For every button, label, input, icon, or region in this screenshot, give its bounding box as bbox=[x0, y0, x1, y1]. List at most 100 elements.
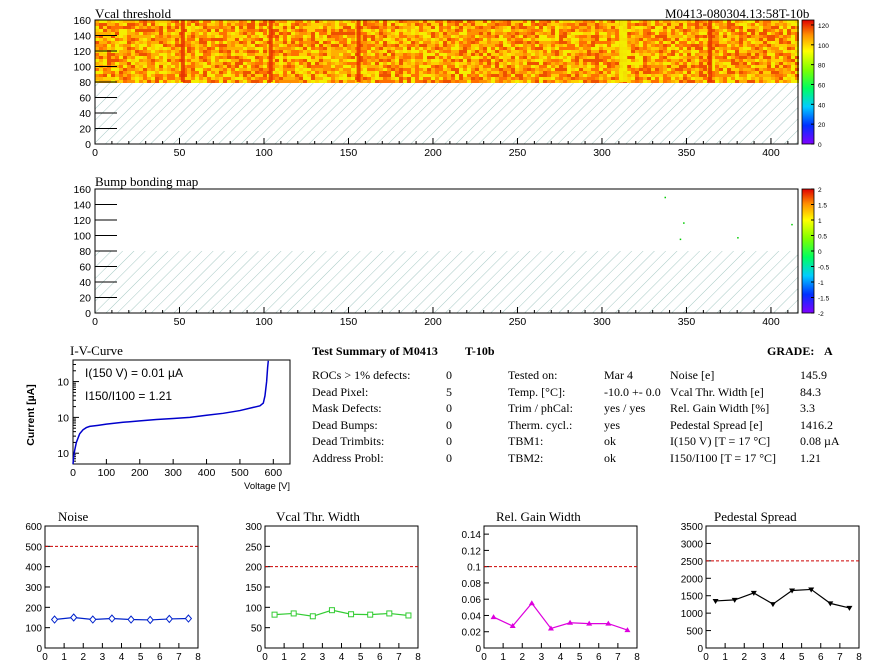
heat-cell bbox=[227, 77, 231, 80]
heat-cell bbox=[791, 71, 795, 74]
heat-cell bbox=[471, 65, 475, 68]
heat-cell bbox=[543, 20, 547, 23]
heat-cell bbox=[471, 44, 475, 47]
heat-cell bbox=[639, 41, 643, 44]
heat-cell bbox=[659, 62, 663, 65]
heat-cell bbox=[299, 23, 303, 26]
heat-cell bbox=[563, 59, 567, 62]
heat-cell bbox=[455, 74, 459, 77]
heat-cell bbox=[219, 26, 223, 29]
heat-cell bbox=[171, 71, 175, 74]
heat-cell bbox=[555, 29, 559, 32]
heat-cell bbox=[363, 77, 367, 80]
heat-cell bbox=[667, 59, 671, 62]
heat-cell bbox=[547, 29, 551, 32]
heat-cell bbox=[663, 26, 667, 29]
heat-cell bbox=[655, 47, 659, 50]
heat-cell bbox=[579, 32, 583, 35]
heat-cell bbox=[111, 56, 115, 59]
heat-cell bbox=[551, 56, 555, 59]
heat-cell bbox=[123, 47, 127, 50]
heat-cell bbox=[703, 77, 707, 80]
heat-cell bbox=[459, 32, 463, 35]
heat-cell bbox=[495, 35, 499, 38]
heat-cell bbox=[515, 26, 519, 29]
heat-cell bbox=[379, 71, 383, 74]
heat-cell bbox=[115, 77, 119, 80]
heat-cell bbox=[571, 53, 575, 56]
heat-cell bbox=[131, 29, 135, 32]
heat-cell bbox=[495, 44, 499, 47]
heat-cell bbox=[171, 44, 175, 47]
heat-cell bbox=[211, 62, 215, 65]
heat-cell bbox=[379, 62, 383, 65]
heat-cell bbox=[439, 35, 443, 38]
heat-cell bbox=[727, 80, 731, 83]
heat-cell bbox=[431, 65, 435, 68]
heat-cell bbox=[295, 29, 299, 32]
heat-cell bbox=[199, 56, 203, 59]
heat-cell bbox=[507, 26, 511, 29]
heat-cell bbox=[203, 80, 207, 83]
heat-cell bbox=[287, 32, 291, 35]
heat-cell bbox=[443, 77, 447, 80]
heat-cell bbox=[583, 68, 587, 71]
heat-cell bbox=[499, 65, 503, 68]
heat-cell bbox=[183, 56, 187, 59]
heat-cell bbox=[771, 74, 775, 77]
heat-cell bbox=[255, 56, 259, 59]
trend-x-tick-label: 2 bbox=[519, 652, 525, 663]
heat-cell bbox=[263, 56, 267, 59]
heat-cell bbox=[187, 20, 191, 23]
heat-cell bbox=[291, 29, 295, 32]
heat-cell bbox=[363, 74, 367, 77]
heat-cell bbox=[395, 41, 399, 44]
heat-cell bbox=[791, 53, 795, 56]
summary-subtitle: T-10b bbox=[465, 344, 495, 358]
heat-cell bbox=[691, 53, 695, 56]
heat-cell bbox=[635, 20, 639, 23]
heat-cell bbox=[419, 53, 423, 56]
heat-cell bbox=[167, 65, 171, 68]
heat-cell bbox=[583, 65, 587, 68]
heat-cell bbox=[483, 77, 487, 80]
heat-cell bbox=[755, 74, 759, 77]
heat-cell bbox=[747, 53, 751, 56]
heat-cell bbox=[383, 68, 387, 71]
heat-cell bbox=[427, 62, 431, 65]
heat-cell bbox=[415, 32, 419, 35]
heat-cell bbox=[535, 41, 539, 44]
heat-cell bbox=[291, 20, 295, 23]
heat-cell bbox=[247, 20, 251, 23]
heat-cell bbox=[431, 56, 435, 59]
heat-cell bbox=[255, 74, 259, 77]
heat-cell bbox=[615, 77, 619, 80]
heat-cell bbox=[415, 53, 419, 56]
heat-cell bbox=[371, 50, 375, 53]
heat-cell bbox=[611, 44, 615, 47]
heat-cell bbox=[115, 59, 119, 62]
heat-cell bbox=[311, 23, 315, 26]
heat-cell bbox=[279, 65, 283, 68]
heat-cell bbox=[143, 68, 147, 71]
heat-cell bbox=[251, 38, 255, 41]
heat-cell bbox=[363, 68, 367, 71]
heat-cell bbox=[103, 41, 107, 44]
heat-cell bbox=[263, 41, 267, 44]
heat-cell bbox=[587, 68, 591, 71]
heat-cell bbox=[275, 50, 279, 53]
heat-cell bbox=[583, 62, 587, 65]
heat-cell bbox=[351, 74, 355, 77]
heat-cell bbox=[671, 68, 675, 71]
heat-cell bbox=[383, 47, 387, 50]
heat-cell bbox=[99, 44, 103, 47]
heat-cell bbox=[455, 29, 459, 32]
heat-cell bbox=[243, 80, 247, 83]
heat-cell bbox=[151, 35, 155, 38]
heat-cell bbox=[631, 80, 635, 83]
heat-cell bbox=[371, 77, 375, 80]
heat-cell bbox=[247, 23, 251, 26]
heat-cell bbox=[175, 65, 179, 68]
heat-cell bbox=[319, 71, 323, 74]
vcal-width-title: Vcal Thr. Width bbox=[276, 509, 360, 524]
